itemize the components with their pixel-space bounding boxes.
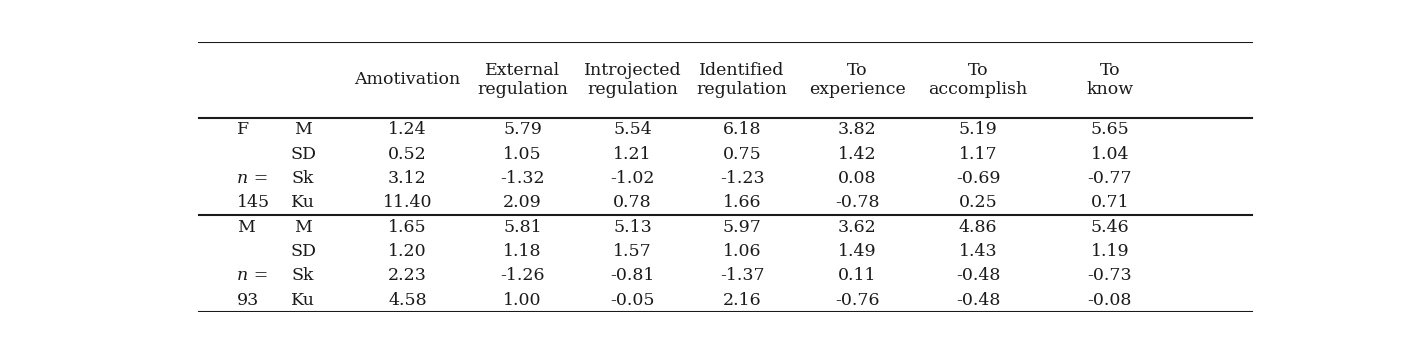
- Text: 0.11: 0.11: [838, 267, 877, 284]
- Text: 1.49: 1.49: [838, 243, 877, 260]
- Text: 3.62: 3.62: [838, 219, 877, 236]
- Text: 3.12: 3.12: [388, 170, 426, 187]
- Text: 1.17: 1.17: [959, 146, 997, 163]
- Text: Sk: Sk: [292, 170, 314, 187]
- Text: -0.08: -0.08: [1087, 292, 1131, 309]
- Text: -0.78: -0.78: [835, 194, 879, 211]
- Text: 1.65: 1.65: [388, 219, 426, 236]
- Text: 1.42: 1.42: [838, 146, 877, 163]
- Text: 1.18: 1.18: [504, 243, 542, 260]
- Text: M: M: [295, 219, 312, 236]
- Text: To
experience: To experience: [809, 62, 906, 98]
- Text: Identified
regulation: Identified regulation: [697, 62, 787, 98]
- Text: 5.97: 5.97: [722, 219, 762, 236]
- Text: 1.57: 1.57: [613, 243, 651, 260]
- Text: 93: 93: [238, 292, 259, 309]
- Text: -1.23: -1.23: [719, 170, 765, 187]
- Text: 0.75: 0.75: [722, 146, 762, 163]
- Text: 0.08: 0.08: [838, 170, 877, 187]
- Text: -0.73: -0.73: [1087, 267, 1133, 284]
- Text: 11.40: 11.40: [382, 194, 432, 211]
- Text: 1.66: 1.66: [724, 194, 762, 211]
- Text: -1.02: -1.02: [610, 170, 654, 187]
- Text: M: M: [295, 121, 312, 138]
- Text: 1.20: 1.20: [388, 243, 426, 260]
- Text: Amotivation: Amotivation: [354, 72, 460, 88]
- Text: M: M: [238, 219, 255, 236]
- Text: 0.78: 0.78: [613, 194, 651, 211]
- Text: Introjected
regulation: Introjected regulation: [583, 62, 681, 98]
- Text: 4.86: 4.86: [959, 219, 997, 236]
- Text: 5.46: 5.46: [1090, 219, 1129, 236]
- Text: 1.04: 1.04: [1090, 146, 1129, 163]
- Text: -1.32: -1.32: [500, 170, 545, 187]
- Text: -1.37: -1.37: [719, 267, 765, 284]
- Text: To
accomplish: To accomplish: [929, 62, 1028, 98]
- Text: External
regulation: External regulation: [477, 62, 568, 98]
- Text: 1.19: 1.19: [1090, 243, 1129, 260]
- Text: F: F: [238, 121, 249, 138]
- Text: 2.09: 2.09: [503, 194, 542, 211]
- Text: 1.24: 1.24: [388, 121, 426, 138]
- Text: n =: n =: [238, 170, 269, 187]
- Text: Ku: Ku: [292, 292, 316, 309]
- Text: -0.05: -0.05: [610, 292, 654, 309]
- Text: 3.82: 3.82: [838, 121, 877, 138]
- Text: 6.18: 6.18: [724, 121, 762, 138]
- Text: 1.43: 1.43: [959, 243, 997, 260]
- Text: -0.69: -0.69: [956, 170, 1000, 187]
- Text: 5.65: 5.65: [1090, 121, 1129, 138]
- Text: -0.48: -0.48: [956, 267, 1000, 284]
- Text: 4.58: 4.58: [388, 292, 426, 309]
- Text: Ku: Ku: [292, 194, 316, 211]
- Text: 1.06: 1.06: [724, 243, 762, 260]
- Text: Sk: Sk: [292, 267, 314, 284]
- Text: 2.16: 2.16: [722, 292, 762, 309]
- Text: 5.54: 5.54: [613, 121, 651, 138]
- Text: -0.77: -0.77: [1087, 170, 1133, 187]
- Text: -1.26: -1.26: [500, 267, 545, 284]
- Text: 0.52: 0.52: [388, 146, 426, 163]
- Text: 145: 145: [238, 194, 270, 211]
- Text: 1.05: 1.05: [503, 146, 542, 163]
- Text: 5.79: 5.79: [503, 121, 542, 138]
- Text: 5.13: 5.13: [613, 219, 651, 236]
- Text: 1.21: 1.21: [613, 146, 651, 163]
- Text: SD: SD: [290, 243, 316, 260]
- Text: -0.76: -0.76: [835, 292, 879, 309]
- Text: 0.25: 0.25: [959, 194, 997, 211]
- Text: 1.00: 1.00: [504, 292, 542, 309]
- Text: 5.81: 5.81: [503, 219, 542, 236]
- Text: 0.71: 0.71: [1090, 194, 1129, 211]
- Text: n =: n =: [238, 267, 269, 284]
- Text: SD: SD: [290, 146, 316, 163]
- Text: -0.81: -0.81: [610, 267, 654, 284]
- Text: 2.23: 2.23: [388, 267, 426, 284]
- Text: 5.19: 5.19: [959, 121, 997, 138]
- Text: -0.48: -0.48: [956, 292, 1000, 309]
- Text: To
know: To know: [1086, 62, 1133, 98]
